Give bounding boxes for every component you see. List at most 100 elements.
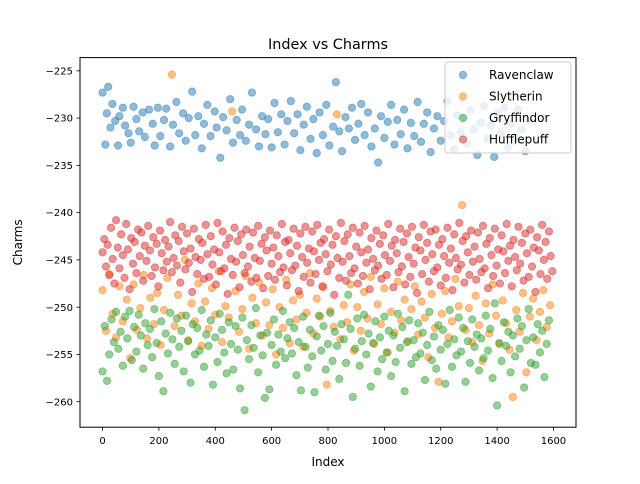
data-point xyxy=(269,315,278,324)
data-point xyxy=(120,273,129,282)
data-point xyxy=(238,251,247,260)
data-points-layer xyxy=(98,70,557,415)
data-point xyxy=(375,239,384,248)
data-point xyxy=(170,359,179,368)
data-point xyxy=(314,255,324,264)
data-point xyxy=(344,290,353,299)
data-point xyxy=(270,275,280,284)
data-point xyxy=(247,321,256,330)
data-point xyxy=(174,236,183,246)
data-point xyxy=(141,319,150,328)
x-tick-label: 400 xyxy=(206,436,225,447)
x-axis-label: Index xyxy=(311,455,344,469)
data-point xyxy=(238,304,247,314)
data-point xyxy=(198,238,207,247)
x-tick-label: 800 xyxy=(318,436,337,447)
data-point xyxy=(226,339,236,349)
data-point xyxy=(450,230,459,239)
data-point xyxy=(137,228,146,237)
data-point xyxy=(539,255,548,264)
data-point xyxy=(318,282,327,291)
data-point xyxy=(516,259,525,268)
data-point xyxy=(142,256,151,265)
data-point xyxy=(188,87,197,96)
data-point xyxy=(364,329,373,338)
data-point xyxy=(162,257,171,266)
data-point xyxy=(210,107,219,116)
data-point xyxy=(387,100,396,109)
data-point xyxy=(186,378,195,387)
data-point xyxy=(393,277,402,286)
data-point xyxy=(148,353,157,362)
data-point xyxy=(470,242,479,251)
data-point xyxy=(140,132,149,142)
data-point xyxy=(491,311,501,320)
data-point xyxy=(423,238,432,247)
data-point xyxy=(254,368,263,377)
data-point xyxy=(136,331,145,340)
data-point xyxy=(332,110,342,119)
data-point xyxy=(204,272,214,282)
data-point xyxy=(204,341,213,351)
data-point xyxy=(264,114,273,124)
data-point xyxy=(436,281,445,290)
data-point xyxy=(517,238,526,247)
data-point xyxy=(405,316,414,325)
data-point xyxy=(427,355,436,365)
data-point xyxy=(409,336,418,345)
data-point xyxy=(152,338,161,348)
data-point xyxy=(543,274,552,283)
data-point xyxy=(111,307,121,316)
data-point xyxy=(152,239,161,248)
data-point xyxy=(159,387,168,396)
data-point xyxy=(232,257,241,266)
data-point xyxy=(252,273,261,282)
data-point xyxy=(443,339,452,349)
data-point xyxy=(176,278,185,287)
data-point xyxy=(490,152,499,161)
data-point xyxy=(136,303,145,313)
data-point xyxy=(479,354,488,363)
data-point xyxy=(463,248,472,257)
data-point xyxy=(228,138,238,147)
data-point xyxy=(339,301,348,310)
data-point xyxy=(423,340,432,350)
data-point xyxy=(179,109,188,118)
data-point xyxy=(357,337,366,346)
data-point xyxy=(127,355,136,365)
data-point xyxy=(335,273,344,282)
data-point xyxy=(102,109,111,118)
data-point xyxy=(111,216,121,225)
legend-label: Ravenclaw xyxy=(489,68,554,82)
data-point xyxy=(216,153,225,162)
data-point xyxy=(310,388,319,397)
data-point xyxy=(125,306,134,316)
data-point xyxy=(103,240,112,249)
series-hufflepuff xyxy=(98,216,557,299)
data-point xyxy=(546,252,555,261)
data-point xyxy=(118,251,127,260)
data-point xyxy=(372,226,381,235)
data-point xyxy=(168,120,178,129)
data-point xyxy=(122,219,131,229)
data-point xyxy=(368,338,378,348)
data-point xyxy=(173,290,183,299)
data-point xyxy=(391,357,400,367)
data-point xyxy=(502,341,511,351)
data-point xyxy=(323,339,333,349)
data-point xyxy=(420,313,430,322)
data-point xyxy=(146,293,155,302)
data-point xyxy=(280,140,289,149)
data-point xyxy=(260,393,269,402)
data-point xyxy=(101,140,110,149)
data-point xyxy=(290,129,299,138)
data-point xyxy=(350,135,360,144)
data-point xyxy=(191,131,200,140)
data-point xyxy=(235,283,244,292)
data-point xyxy=(396,224,405,233)
data-point xyxy=(396,130,405,139)
data-point xyxy=(328,240,337,249)
data-point xyxy=(440,252,449,261)
data-point xyxy=(225,234,234,243)
data-point xyxy=(243,262,253,271)
